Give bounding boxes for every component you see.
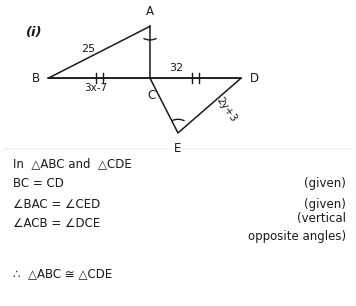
Text: (vertical: (vertical [297, 212, 346, 225]
Text: 25: 25 [82, 44, 96, 54]
Text: E: E [174, 142, 182, 155]
Text: ∠BAC = ∠CED: ∠BAC = ∠CED [13, 197, 100, 211]
Text: ∴  △ABC ≅ △CDE: ∴ △ABC ≅ △CDE [13, 267, 112, 280]
Text: (i): (i) [26, 26, 43, 39]
Text: C: C [148, 89, 156, 103]
Text: D: D [250, 72, 259, 85]
Text: In  △ABC and  △CDE: In △ABC and △CDE [13, 158, 132, 170]
Text: ∠ACB = ∠DCE: ∠ACB = ∠DCE [13, 217, 100, 230]
Text: 32: 32 [169, 63, 183, 73]
Text: 3x-7: 3x-7 [84, 83, 107, 93]
Text: B: B [31, 72, 40, 85]
Text: BC = CD: BC = CD [13, 177, 64, 190]
Text: (given): (given) [304, 197, 346, 211]
Text: opposite angles): opposite angles) [248, 230, 346, 243]
Text: (given): (given) [304, 177, 346, 190]
Text: A: A [146, 5, 154, 18]
Text: 2y+3: 2y+3 [214, 95, 239, 124]
